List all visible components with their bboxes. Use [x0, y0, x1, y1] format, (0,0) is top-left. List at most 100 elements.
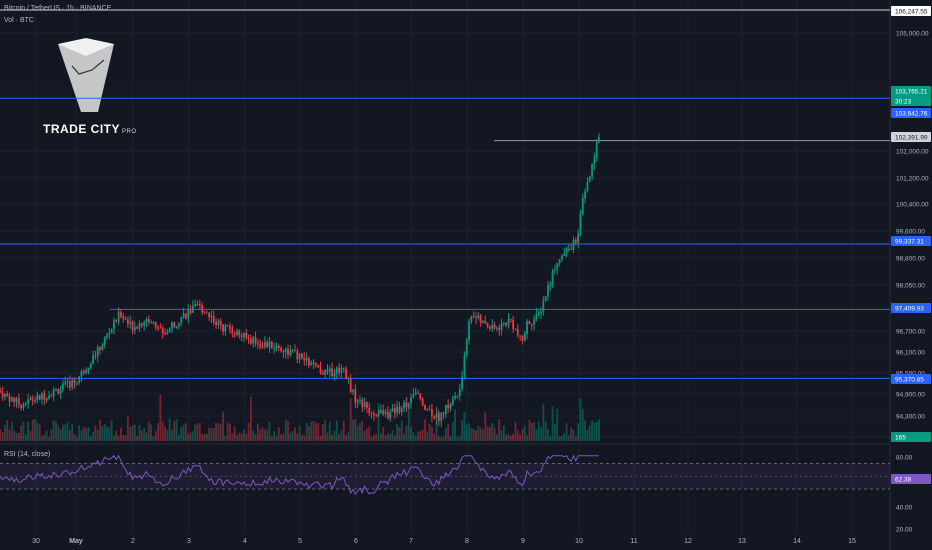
volume-bar	[595, 421, 598, 441]
volume-bar	[303, 435, 306, 441]
candle-body	[449, 404, 452, 409]
candle-body	[540, 311, 542, 314]
price-tag-bg	[891, 303, 931, 313]
price-tag: 102,391.99	[891, 132, 931, 142]
candle-body	[131, 321, 134, 331]
volume-bar	[593, 422, 596, 441]
volume-bar	[507, 434, 510, 441]
candle-body	[85, 369, 88, 373]
volume-bar	[421, 429, 424, 441]
volume-bar	[502, 425, 505, 441]
candle-body	[129, 321, 132, 324]
candle-body	[275, 345, 278, 349]
volume-bar	[331, 435, 334, 441]
candle-body	[456, 395, 459, 397]
volume-bar	[456, 436, 459, 441]
volume-bar	[238, 432, 241, 441]
candle-body	[433, 416, 436, 419]
candle-body	[451, 398, 454, 405]
candle-body	[57, 389, 60, 394]
volume-bar	[549, 436, 552, 441]
volume-bar	[361, 420, 364, 441]
volume-bar	[289, 432, 292, 441]
candle-body	[403, 402, 405, 409]
volume-bar	[96, 429, 99, 441]
volume-bar	[249, 396, 252, 441]
volume-bar	[147, 421, 150, 441]
volume-bar	[479, 427, 482, 441]
volume-bar	[493, 427, 496, 441]
volume-bar	[519, 434, 522, 441]
time-axis-label: 9	[521, 538, 525, 545]
candle-body	[75, 382, 78, 384]
volume-bar	[463, 411, 466, 441]
candle-body	[226, 325, 229, 327]
candle-body	[43, 393, 46, 400]
volume-bar	[64, 424, 67, 441]
volume-bar	[363, 430, 366, 441]
candle-body	[554, 269, 556, 271]
volume-bar	[591, 420, 593, 441]
volume-bar	[43, 434, 46, 441]
candle-body	[62, 383, 64, 390]
volume-bar	[486, 426, 489, 441]
volume-bar	[396, 424, 399, 441]
price-tag: 103,765.21	[891, 86, 931, 96]
time-axis-label: May	[69, 538, 83, 545]
volume-bar	[80, 429, 83, 441]
volume-bar	[78, 425, 81, 441]
volume-bar	[143, 427, 146, 441]
candle-body	[201, 305, 204, 313]
candle-body	[486, 323, 489, 327]
volume-bar	[182, 425, 185, 441]
volume-bar	[345, 435, 347, 441]
volume-bar	[175, 419, 178, 441]
candle-body	[224, 325, 227, 332]
candle-body	[410, 397, 412, 404]
time-axis-label: 8	[465, 538, 469, 545]
volume-bar	[194, 424, 197, 441]
price-tag-bg	[891, 132, 931, 142]
volume-bar	[294, 427, 296, 441]
volume-bar	[335, 420, 338, 441]
candle-body	[514, 328, 517, 330]
candle-body	[20, 404, 23, 408]
volume-bar	[41, 436, 43, 441]
time-axis-label: 10	[575, 538, 583, 545]
candle-body	[303, 358, 306, 361]
candle-body	[426, 409, 429, 411]
volume-bar	[157, 422, 159, 441]
candle-body	[294, 350, 296, 352]
candle-body	[71, 380, 74, 388]
volume-bar	[577, 423, 580, 441]
volume-bar	[317, 423, 320, 441]
volume-bar	[245, 433, 248, 441]
price-axis-label: 94,900.00	[896, 392, 925, 399]
volume-bar	[544, 421, 547, 441]
volume-bar	[523, 425, 526, 441]
candle-body	[124, 318, 127, 320]
volume-bar	[27, 421, 29, 441]
volume-bar	[563, 433, 566, 441]
volume-bar	[440, 436, 443, 441]
candle-body	[168, 328, 171, 333]
volume-bar	[215, 422, 217, 441]
volume-bar	[537, 421, 540, 441]
candle-body	[113, 320, 115, 329]
candle-body	[217, 320, 220, 325]
volume-bar	[273, 431, 276, 441]
price-tag: 97,409.93	[891, 303, 931, 313]
volume-bar	[598, 419, 600, 441]
candle-body	[178, 323, 180, 327]
volume-bar	[472, 429, 475, 441]
price-tag-label: 103,765.21	[895, 89, 928, 96]
volume-bar	[205, 433, 208, 441]
candle-body	[238, 330, 241, 336]
candle-body	[147, 319, 150, 323]
volume-bar	[326, 432, 329, 441]
candle-body	[347, 378, 350, 380]
volume-bar	[352, 419, 354, 441]
volume-bar	[449, 435, 452, 441]
volume-bar	[256, 423, 259, 441]
